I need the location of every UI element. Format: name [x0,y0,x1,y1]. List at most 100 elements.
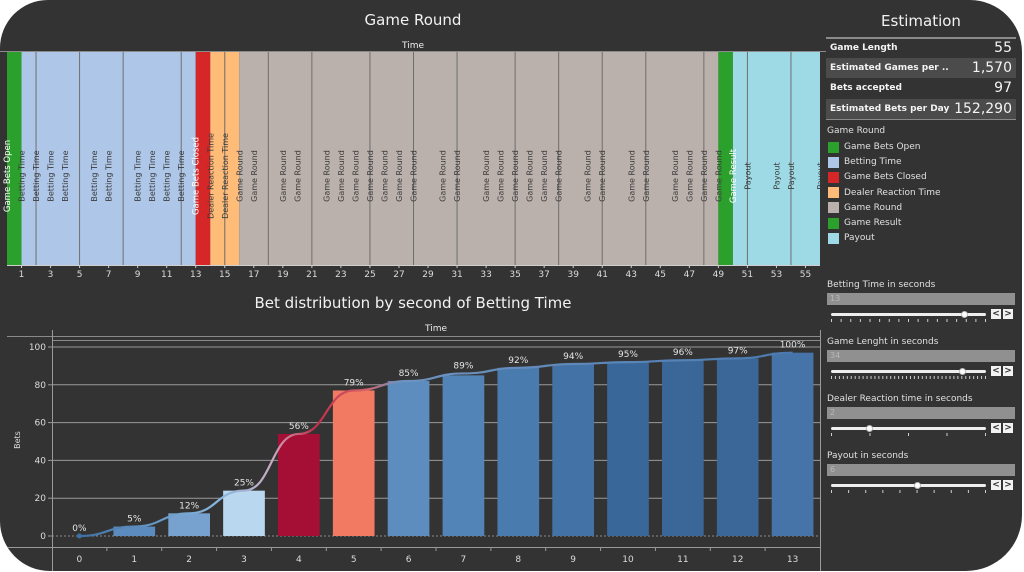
timeline-segment-label: Game Round [410,150,419,202]
bar-chart-x-tick-label: 2 [186,555,192,565]
parameter-increment-button[interactable]: > [1003,309,1013,319]
bar-chart-y-tick-label: 40 [35,456,47,466]
timeline-tick-label: 27 [393,270,404,280]
timeline-segment-label: Betting Time [177,150,186,201]
legend-item[interactable]: Betting Time [828,156,902,168]
legend-item[interactable]: Payout [828,232,875,244]
parameter-value-input[interactable]: 2 [827,407,1015,419]
bar[interactable] [442,375,485,536]
timeline-segment-label: Game Round [351,150,360,202]
timeline-tick-label: 5 [77,270,83,280]
bar-chart-y-tick-label: 20 [35,494,47,504]
parameter-value-input[interactable]: 6 [827,464,1015,476]
parameter-slider-thumb[interactable] [866,425,874,432]
timeline-tick-label: 29 [422,270,434,280]
parameter-value-input[interactable]: 34 [827,350,1015,362]
parameter-slider-thumb[interactable] [960,311,968,318]
bar-chart-y-tick-label: 0 [40,532,46,542]
kpi-value: 55 [994,40,1012,56]
timeline-segment-label: Game Round [453,150,462,202]
legend-item[interactable]: Game Result [828,217,901,229]
timeline-tick-label: 19 [277,270,289,280]
bar[interactable] [497,367,540,536]
timeline-tick-label: 43 [626,270,637,280]
legend-item[interactable]: Game Round [828,202,902,214]
bar-data-label: 79% [344,378,364,388]
bar-data-label: 100% [780,341,806,351]
parameter-value-input[interactable]: 13 [827,293,1015,305]
timeline-segment-label: Betting Time [105,150,114,201]
parameter-decrement-button[interactable]: < [991,423,1001,433]
timeline-segment-label: Betting Time [61,150,70,201]
bar-chart-x-tick-label: 10 [622,555,634,565]
parameter-decrement-button[interactable]: < [991,366,1001,376]
bar[interactable] [552,364,594,536]
estimation-divider [826,37,1016,39]
parameter-slider-track[interactable] [831,313,986,316]
timeline-segment-label: Game Round [366,150,375,202]
timeline-tick-label: 37 [538,270,549,280]
timeline-segment-label: Game Round [555,150,564,202]
bar[interactable] [278,433,320,536]
legend-label: Game Round [844,202,903,213]
bar-data-label: 25% [234,479,254,489]
timeline-tick-label: 25 [364,270,375,280]
legend-item[interactable]: Game Bets Open [828,141,920,153]
bar[interactable] [332,390,375,536]
bar-data-label: 56% [289,422,309,432]
parameter-slider-ticks [831,376,986,379]
parameter-slider-thumb[interactable] [914,482,922,489]
timeline-segment-label: Game Round [439,150,448,202]
bar[interactable] [662,360,704,536]
kpi-game-length: Game Length 55 [826,38,1016,58]
timeline-segment-label: Betting Time [47,150,56,201]
timeline-segment-label: Game Round [685,150,694,202]
bar-data-label: 95% [618,350,638,360]
parameter-increment-button[interactable]: > [1003,423,1013,433]
parameter-slider-ticks [831,490,986,493]
timeline-tick-label: 49 [713,270,725,280]
bar-data-label: 89% [453,361,473,371]
timeline-segment-label: Payout [772,162,781,189]
bar-chart-x-tick-label: 11 [677,555,688,565]
parameter-increment-button[interactable]: > [1003,480,1013,490]
timeline-segment-label: Game Round [584,150,593,202]
kpi-estimated-bets-per-day: Estimated Bets per Day 152,290 [826,99,1016,119]
bar[interactable] [771,352,814,536]
legend-label: Payout [844,233,875,244]
legend-label: Betting Time [844,157,902,168]
parameter-slider-track[interactable] [831,370,986,373]
timeline-segment-label: Game Round [700,150,709,202]
timeline-tick-label: 15 [219,270,230,280]
bar[interactable] [387,381,430,536]
bar[interactable] [168,513,210,536]
timeline-segment-label: Game Bets Closed [192,137,202,215]
parameter-decrement-button[interactable]: < [991,480,1001,490]
bar-data-label: 92% [508,356,528,366]
timeline-segment [732,52,820,265]
estimation-title: Estimation [881,12,961,30]
parameter-slider-thumb[interactable] [959,368,967,375]
timeline-segment-label: Dealer Reaction Time [206,133,215,219]
bar-chart-x-tick-label: 8 [515,555,521,565]
parameter-decrement-button[interactable]: < [991,309,1001,319]
timeline-segment [195,52,211,265]
legend-item[interactable]: Dealer Reaction Time [828,187,941,199]
bar[interactable] [223,490,265,536]
parameter-slider-track[interactable] [831,427,986,430]
legend-item[interactable]: Game Bets Closed [828,171,927,183]
bar[interactable] [716,358,759,536]
bar[interactable] [113,526,156,536]
timeline-segment-label: Game Round [540,150,549,202]
timeline-tick-label: 9 [135,270,141,280]
parameter-increment-button[interactable]: > [1003,366,1013,376]
bar-chart-title: Bet distribution by second of Betting Ti… [254,294,572,312]
timeline-segment-label: Game Round [671,150,680,202]
bar-chart-x-tick-label: 0 [77,555,83,565]
timeline-tick-label: 39 [567,270,579,280]
bar[interactable] [607,362,649,536]
kpi-value: 1,570 [971,60,1012,76]
parameter-slider-ticks [831,433,986,436]
timeline-segment-label: Game Round [337,150,346,202]
parameter-slider-track[interactable] [831,484,986,487]
